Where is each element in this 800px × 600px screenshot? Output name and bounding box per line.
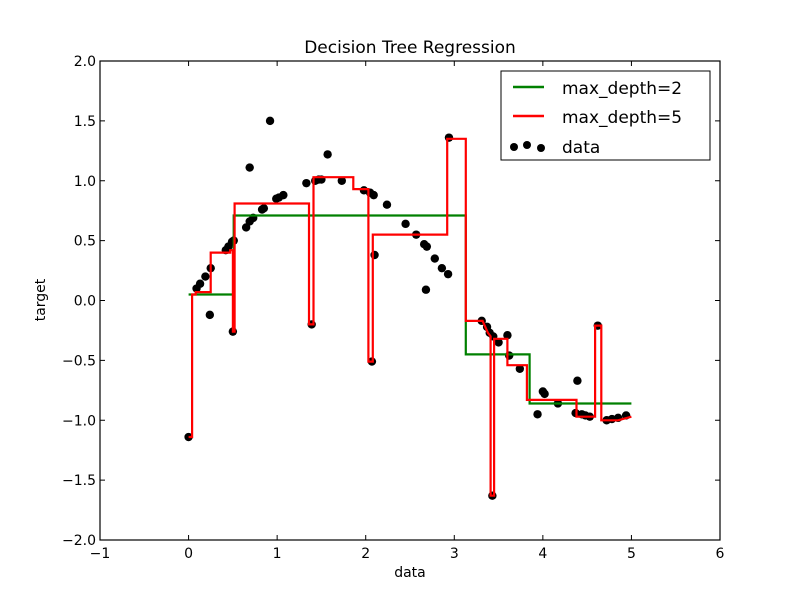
x-axis-ticks: −1 0 1 2 3 4 5 6	[90, 61, 725, 562]
x-tick-label: 2	[361, 546, 370, 562]
legend: max_depth=2 max_depth=5 data	[500, 70, 711, 161]
data-point	[430, 254, 439, 263]
x-tick-label: 1	[273, 546, 282, 562]
y-tick-label: 2.0	[74, 54, 96, 70]
data-point	[515, 364, 525, 373]
x-tick-label: 3	[450, 546, 459, 562]
data-point	[494, 338, 503, 347]
line-series-max_depth=5	[188, 137, 632, 497]
y-axis-ticks: −2.0 −1.5 −1.0 −0.5 0.0 0.5 1.0 1.5 2.0	[62, 54, 720, 549]
data-point	[259, 204, 269, 213]
data-point	[205, 310, 215, 320]
data-point	[533, 410, 542, 419]
x-tick-label: 6	[716, 546, 725, 562]
legend-label-data: data	[562, 138, 600, 158]
y-tick-label: 0.0	[74, 294, 96, 310]
data-point	[573, 376, 582, 385]
data-point	[443, 269, 453, 279]
legend-label-depth5: max_depth=5	[562, 108, 682, 128]
y-tick-label: −0.5	[62, 353, 96, 369]
legend-label-depth2: max_depth=2	[562, 79, 682, 99]
data-point	[302, 178, 311, 188]
data-point	[369, 190, 378, 200]
data-point	[505, 351, 514, 360]
data-point	[421, 285, 431, 294]
data-point	[370, 250, 379, 260]
x-tick-label: 4	[538, 546, 547, 562]
x-tick-label: 5	[627, 546, 636, 562]
data-point	[279, 190, 288, 200]
plot-series-layer	[184, 116, 632, 500]
x-tick-label: −1	[90, 546, 111, 562]
data-point	[201, 272, 210, 281]
data-point	[437, 263, 447, 273]
y-tick-label: 0.5	[74, 234, 96, 250]
y-tick-label: −1.0	[62, 413, 96, 429]
data-point	[401, 219, 410, 229]
data-point	[184, 432, 193, 442]
chart-title: Decision Tree Regression	[304, 38, 516, 58]
data-point	[323, 150, 332, 159]
data-point	[382, 200, 392, 209]
legend-scatter-icon	[510, 141, 545, 152]
data-point	[503, 331, 512, 340]
y-tick-label: −1.5	[62, 473, 96, 489]
data-point	[444, 133, 454, 142]
y-tick-label: 1.0	[74, 174, 96, 190]
x-tick-label: 0	[184, 546, 193, 562]
data-point	[265, 116, 275, 126]
data-point	[422, 242, 432, 251]
data-point	[195, 279, 205, 288]
x-axis-label: data	[394, 565, 426, 581]
y-tick-label: 1.5	[74, 114, 96, 130]
data-point	[245, 163, 254, 172]
y-axis-label: target	[33, 278, 49, 321]
data-point	[337, 176, 346, 185]
y-tick-label: −2.0	[62, 533, 96, 549]
data-point	[540, 389, 549, 399]
